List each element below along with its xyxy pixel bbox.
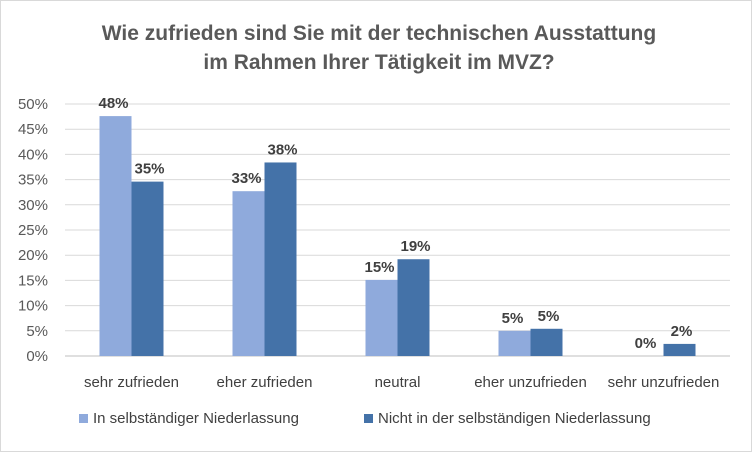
data-label: 48% [98,95,128,112]
y-tick-label: 20% [18,247,48,264]
category-label: eher zufrieden [217,374,313,391]
legend-label: Nicht in der selbständigen Niederlassung [378,410,651,427]
data-label: 0% [635,335,657,352]
y-tick-label: 0% [26,348,48,365]
bar-series-2 [397,259,430,356]
y-tick-label: 45% [18,121,48,138]
bar-series-2 [264,162,297,356]
bars [99,116,696,356]
data-label: 2% [671,323,693,340]
legend-swatch [79,414,88,423]
bar-series-2 [530,328,563,356]
category-labels: sehr zufrieden eher zufrieden neutral eher … [84,374,719,391]
data-label: 5% [502,310,524,327]
y-tick-label: 10% [18,298,48,315]
data-labels: 48% 35% 33% 38% 15% 19% 5% 5% 0% 2% [98,95,692,352]
y-tick-label: 15% [18,272,48,289]
legend: In selbständiger Niederlassung Nicht in d… [79,410,651,427]
y-tick-label: 40% [18,146,48,163]
category-label: sehr unzufrieden [608,374,720,391]
bar-series-1 [232,191,265,356]
legend-label: In selbständiger Niederlassung [93,410,299,427]
bar-series-2 [131,181,164,356]
bar-series-2 [663,343,696,356]
data-label: 33% [231,170,261,187]
y-tick-label: 30% [18,197,48,214]
data-label: 35% [134,161,164,178]
data-label: 38% [267,141,297,158]
data-label: 5% [538,308,560,325]
legend-swatch [364,414,373,423]
chart-title-line-1: Wie zufrieden sind Sie mit der technisch… [102,22,656,45]
y-tick-label: 50% [18,96,48,113]
category-label: sehr zufrieden [84,374,179,391]
y-tick-label: 35% [18,172,48,189]
chart-title-line-2: im Rahmen Ihrer Tätigkeit im MVZ? [203,51,554,74]
bar-series-1 [99,116,132,356]
data-label: 15% [364,259,394,276]
data-label: 19% [400,238,430,255]
category-label: eher unzufrieden [474,374,587,391]
y-tick-label: 5% [26,323,48,340]
category-label: neutral [375,374,421,391]
y-tick-label: 25% [18,222,48,239]
gridlines [65,103,730,357]
bar-series-1 [498,330,531,356]
bar-series-1 [365,279,398,356]
y-axis-ticks: 0% 5% 10% 15% 20% 25% 30% 35% 40% 45% 50% [18,96,48,365]
